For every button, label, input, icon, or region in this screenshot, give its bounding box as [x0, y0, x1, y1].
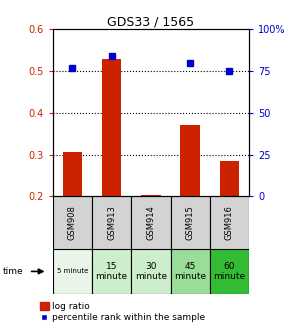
Text: GSM908: GSM908	[68, 205, 77, 240]
Title: GDS33 / 1565: GDS33 / 1565	[107, 15, 195, 28]
Bar	[63, 152, 82, 196]
Bar	[180, 125, 200, 196]
Text: time: time	[3, 267, 23, 276]
Bar	[131, 196, 171, 249]
Text: 60
minute: 60 minute	[213, 262, 246, 281]
Text: GSM913: GSM913	[107, 205, 116, 240]
Bar	[171, 196, 210, 249]
Text: 30
minute: 30 minute	[135, 262, 167, 281]
Bar	[92, 249, 131, 294]
Bar	[53, 196, 92, 249]
Text: GSM916: GSM916	[225, 205, 234, 240]
Bar	[220, 161, 239, 196]
Bar	[210, 196, 249, 249]
Bar	[141, 195, 161, 196]
Bar	[102, 59, 121, 196]
Bar	[171, 249, 210, 294]
Bar	[210, 249, 249, 294]
Text: 45
minute: 45 minute	[174, 262, 206, 281]
Bar	[53, 249, 92, 294]
Legend: log ratio, percentile rank within the sample: log ratio, percentile rank within the sa…	[40, 302, 205, 322]
Text: 15
minute: 15 minute	[96, 262, 128, 281]
Bar	[131, 249, 171, 294]
Text: GSM914: GSM914	[146, 205, 155, 240]
Text: GSM915: GSM915	[186, 205, 195, 240]
Bar	[92, 196, 131, 249]
Text: 5 minute: 5 minute	[57, 268, 88, 274]
